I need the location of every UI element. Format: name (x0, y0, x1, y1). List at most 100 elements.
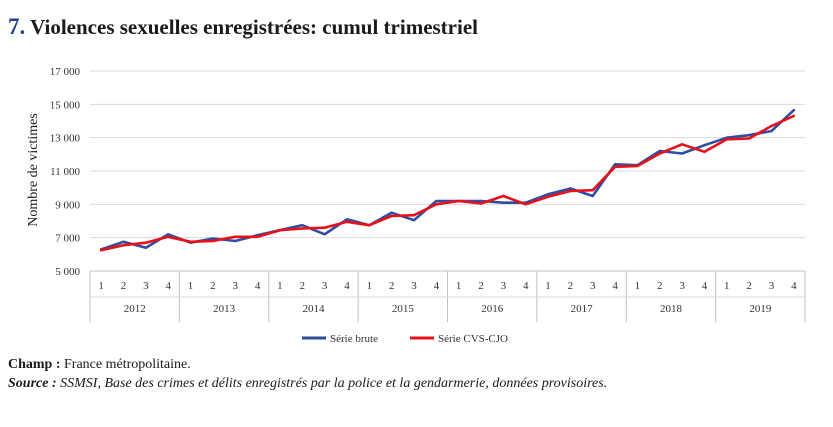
quarter-tick-label: 4 (791, 280, 797, 292)
quarter-tick-label: 3 (679, 280, 685, 292)
data-point (278, 228, 282, 232)
y-tick-label: 5 000 (55, 266, 80, 278)
data-point (747, 133, 751, 137)
data-point (301, 227, 304, 230)
data-point (502, 201, 505, 204)
data-point (680, 152, 684, 155)
data-point (412, 218, 416, 222)
quarter-tick-label: 2 (210, 280, 216, 292)
data-point (792, 108, 796, 112)
notes: Champ : France métropolitaine. Source : … (8, 355, 607, 393)
quarter-tick-label: 2 (478, 280, 484, 292)
quarter-tick-label: 3 (769, 280, 775, 292)
series-line-s-rie-brute (99, 108, 796, 251)
data-point (457, 199, 460, 203)
quarter-tick-label: 1 (724, 280, 730, 292)
data-point (770, 124, 773, 128)
data-point (368, 223, 371, 227)
data-point (390, 214, 393, 218)
quarter-tick-label: 1 (277, 280, 283, 292)
data-point (591, 188, 594, 192)
data-point (569, 189, 572, 193)
data-point (792, 114, 796, 118)
title-text: Violences sexuelles enregistrées: cumul … (30, 15, 478, 39)
quarter-tick-label: 1 (545, 280, 551, 292)
y-tick-label: 9 000 (55, 199, 80, 211)
data-point (479, 199, 483, 203)
data-point (189, 240, 192, 244)
data-point (435, 203, 438, 206)
quarter-tick-label: 4 (612, 280, 618, 292)
quarter-tick-label: 1 (635, 280, 641, 292)
data-point (323, 233, 326, 236)
x-axis: 1 2 3 4 1 2 3 4 1 2 3 4 1 2 3 4 1 2 3 4 1 2 3 4 1 2 3 4 1 2 3 4 2012 2013… (89, 270, 806, 322)
data-point (613, 165, 617, 169)
series-lines (99, 108, 796, 252)
year-tick-label: 2018 (660, 303, 683, 315)
year-tick-label: 2017 (571, 303, 594, 315)
quarter-tick-label: 3 (322, 280, 328, 292)
quarter-tick-label: 2 (657, 280, 663, 292)
data-point (323, 226, 326, 229)
data-point (167, 235, 170, 239)
legend-label: Série CVS-CJO (438, 333, 508, 345)
data-point (211, 239, 215, 243)
data-point (479, 202, 483, 205)
year-tick-label: 2015 (392, 303, 415, 315)
data-point (502, 194, 505, 198)
source-text: SSMSI, Base des crimes et délits enregis… (60, 376, 608, 391)
data-point (747, 137, 751, 140)
quarter-tick-label: 3 (501, 280, 507, 292)
data-point (412, 213, 416, 217)
title-number: 7. (8, 14, 26, 39)
y-tick-label: 7 000 (55, 233, 80, 245)
data-point (390, 211, 393, 214)
year-tick-label: 2013 (213, 303, 236, 315)
data-point (658, 149, 661, 153)
data-point (725, 138, 728, 141)
quarter-tick-label: 3 (411, 280, 417, 292)
data-point (613, 163, 617, 166)
quarter-tick-label: 3 (143, 280, 149, 292)
data-point (569, 187, 572, 190)
y-tick-label: 11 000 (50, 166, 80, 178)
y-axis-label: Nombre de victimes (26, 113, 41, 227)
data-point (122, 240, 125, 244)
quarter-tick-label: 4 (523, 280, 529, 292)
series-line-s-rie-cvs-cjo (99, 114, 796, 252)
year-tick-label: 2012 (124, 303, 146, 315)
data-point (680, 143, 684, 146)
data-point (591, 194, 594, 198)
data-point (144, 246, 148, 249)
quarter-tick-label: 1 (367, 280, 373, 292)
data-point (524, 203, 527, 206)
y-tick-label: 15 000 (50, 99, 81, 111)
data-point (301, 223, 304, 227)
quarter-tick-label: 2 (121, 280, 127, 292)
quarter-tick-label: 3 (590, 280, 596, 292)
data-point (703, 150, 706, 154)
quarter-tick-label: 3 (232, 280, 238, 292)
data-point (211, 237, 215, 240)
data-point (122, 243, 125, 247)
data-point (234, 239, 237, 243)
y-tick-label: 13 000 (50, 133, 81, 145)
quarter-tick-label: 1 (98, 280, 104, 292)
y-tick-labels: 5 000 7 000 9 000 11 000 13 000 15 000 17 000 (50, 66, 81, 278)
quarter-tick-label: 4 (255, 280, 261, 292)
year-tick-label: 2016 (481, 303, 504, 315)
year-tick-label: 2014 (302, 303, 325, 315)
source-label: Source : (8, 376, 57, 391)
data-point (636, 164, 639, 168)
data-point (345, 218, 349, 221)
data-point (703, 143, 706, 147)
chart-title: 7. Violences sexuelles enregistrées: cum… (8, 14, 478, 40)
quarter-tick-label: 2 (746, 280, 752, 292)
quarter-tick-label: 2 (389, 280, 395, 292)
champ-line: Champ : France métropolitaine. (8, 355, 607, 374)
data-point (546, 195, 550, 199)
data-point (144, 241, 148, 244)
data-point (435, 199, 438, 203)
data-point (167, 233, 170, 236)
